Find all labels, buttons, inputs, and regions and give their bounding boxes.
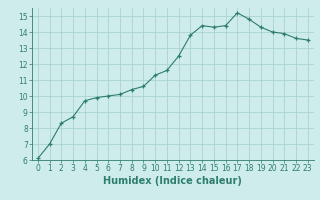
X-axis label: Humidex (Indice chaleur): Humidex (Indice chaleur): [103, 176, 242, 186]
